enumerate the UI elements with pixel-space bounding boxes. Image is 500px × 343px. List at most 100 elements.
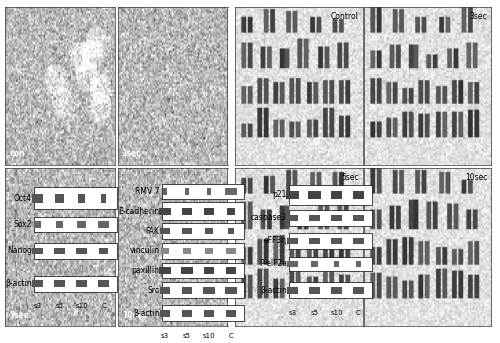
Bar	[288, 261, 298, 267]
Bar	[309, 287, 320, 294]
Bar	[204, 310, 214, 317]
Bar	[160, 228, 170, 234]
Bar	[353, 191, 364, 199]
Bar	[185, 188, 189, 195]
Text: 3sec: 3sec	[122, 149, 142, 158]
Text: 5sec: 5sec	[341, 173, 358, 182]
Text: paxillin: paxillin	[132, 266, 160, 275]
Text: s10: s10	[330, 310, 343, 316]
Bar	[286, 191, 299, 199]
Bar	[34, 243, 116, 259]
Text: C: C	[228, 333, 234, 339]
Bar	[289, 282, 372, 298]
Text: s5: s5	[56, 304, 64, 309]
Bar	[204, 248, 214, 254]
Bar	[34, 221, 41, 228]
Bar	[289, 210, 372, 226]
Text: Sox2: Sox2	[14, 220, 32, 229]
Bar	[226, 248, 235, 254]
Bar	[162, 243, 244, 259]
Bar	[309, 238, 320, 244]
Bar	[204, 208, 214, 215]
Bar	[182, 228, 192, 234]
Bar	[54, 281, 65, 287]
Bar	[162, 184, 244, 199]
Bar	[311, 261, 318, 267]
Text: β-actin: β-actin	[260, 286, 287, 295]
Bar	[227, 208, 235, 215]
Bar	[331, 287, 342, 294]
Bar	[331, 215, 342, 221]
Text: C: C	[356, 310, 361, 316]
Text: E-cadherin: E-cadherin	[118, 207, 160, 216]
Bar	[205, 228, 213, 234]
Bar	[182, 287, 192, 294]
Bar	[159, 208, 171, 215]
Text: β-actin: β-actin	[133, 309, 160, 318]
Bar	[162, 223, 244, 239]
Text: P-eIF2a: P-eIF2a	[259, 259, 287, 269]
Bar	[162, 306, 244, 321]
Bar	[78, 193, 85, 203]
Text: con: con	[10, 149, 25, 158]
Text: 10sec: 10sec	[122, 310, 147, 320]
Bar	[162, 282, 244, 298]
Bar	[331, 238, 342, 244]
Bar	[159, 267, 171, 274]
Text: RMV 7: RMV 7	[135, 187, 160, 196]
Bar	[34, 187, 116, 209]
Text: s10: s10	[75, 304, 88, 309]
Bar	[162, 202, 244, 220]
Bar	[226, 188, 236, 195]
Text: β-actin: β-actin	[5, 279, 32, 288]
Bar	[32, 281, 43, 287]
Bar	[77, 221, 86, 228]
Text: 5sec: 5sec	[10, 310, 29, 320]
Bar	[162, 263, 244, 279]
Bar	[204, 267, 214, 274]
Bar	[207, 188, 211, 195]
Text: s10: s10	[202, 333, 215, 339]
Bar	[334, 261, 339, 267]
Bar	[34, 276, 116, 292]
Bar	[160, 287, 170, 294]
Bar	[55, 193, 64, 203]
Bar	[226, 267, 236, 274]
Bar	[204, 287, 214, 294]
Bar	[98, 221, 108, 228]
Bar	[356, 261, 360, 267]
Text: s5: s5	[183, 333, 191, 339]
Bar	[99, 248, 108, 254]
Bar	[76, 281, 87, 287]
Bar	[163, 188, 167, 195]
Bar	[100, 193, 106, 203]
Bar	[34, 216, 116, 232]
Bar	[32, 248, 42, 254]
Text: C: C	[101, 304, 106, 309]
Bar	[353, 287, 364, 294]
Bar	[287, 238, 298, 244]
Bar	[289, 185, 372, 205]
Text: caspase3: caspase3	[251, 213, 287, 222]
Text: s3: s3	[34, 304, 42, 309]
Text: vinculin: vinculin	[130, 246, 160, 255]
Bar	[182, 310, 192, 317]
Bar	[228, 228, 234, 234]
Bar	[289, 257, 372, 271]
Bar	[182, 267, 192, 274]
Bar	[287, 215, 298, 221]
Bar	[54, 248, 65, 254]
Bar	[309, 215, 320, 221]
Bar	[225, 287, 237, 294]
Bar	[353, 215, 364, 221]
Text: FAK: FAK	[146, 226, 160, 236]
Bar	[183, 248, 191, 254]
Text: s3: s3	[161, 333, 169, 339]
Bar	[353, 238, 364, 244]
Text: s3: s3	[288, 310, 296, 316]
Bar	[287, 287, 298, 294]
Text: Control: Control	[331, 12, 358, 21]
Text: Nanog: Nanog	[7, 246, 32, 255]
Text: Src: Src	[148, 286, 160, 295]
Text: p21: p21	[272, 190, 287, 199]
